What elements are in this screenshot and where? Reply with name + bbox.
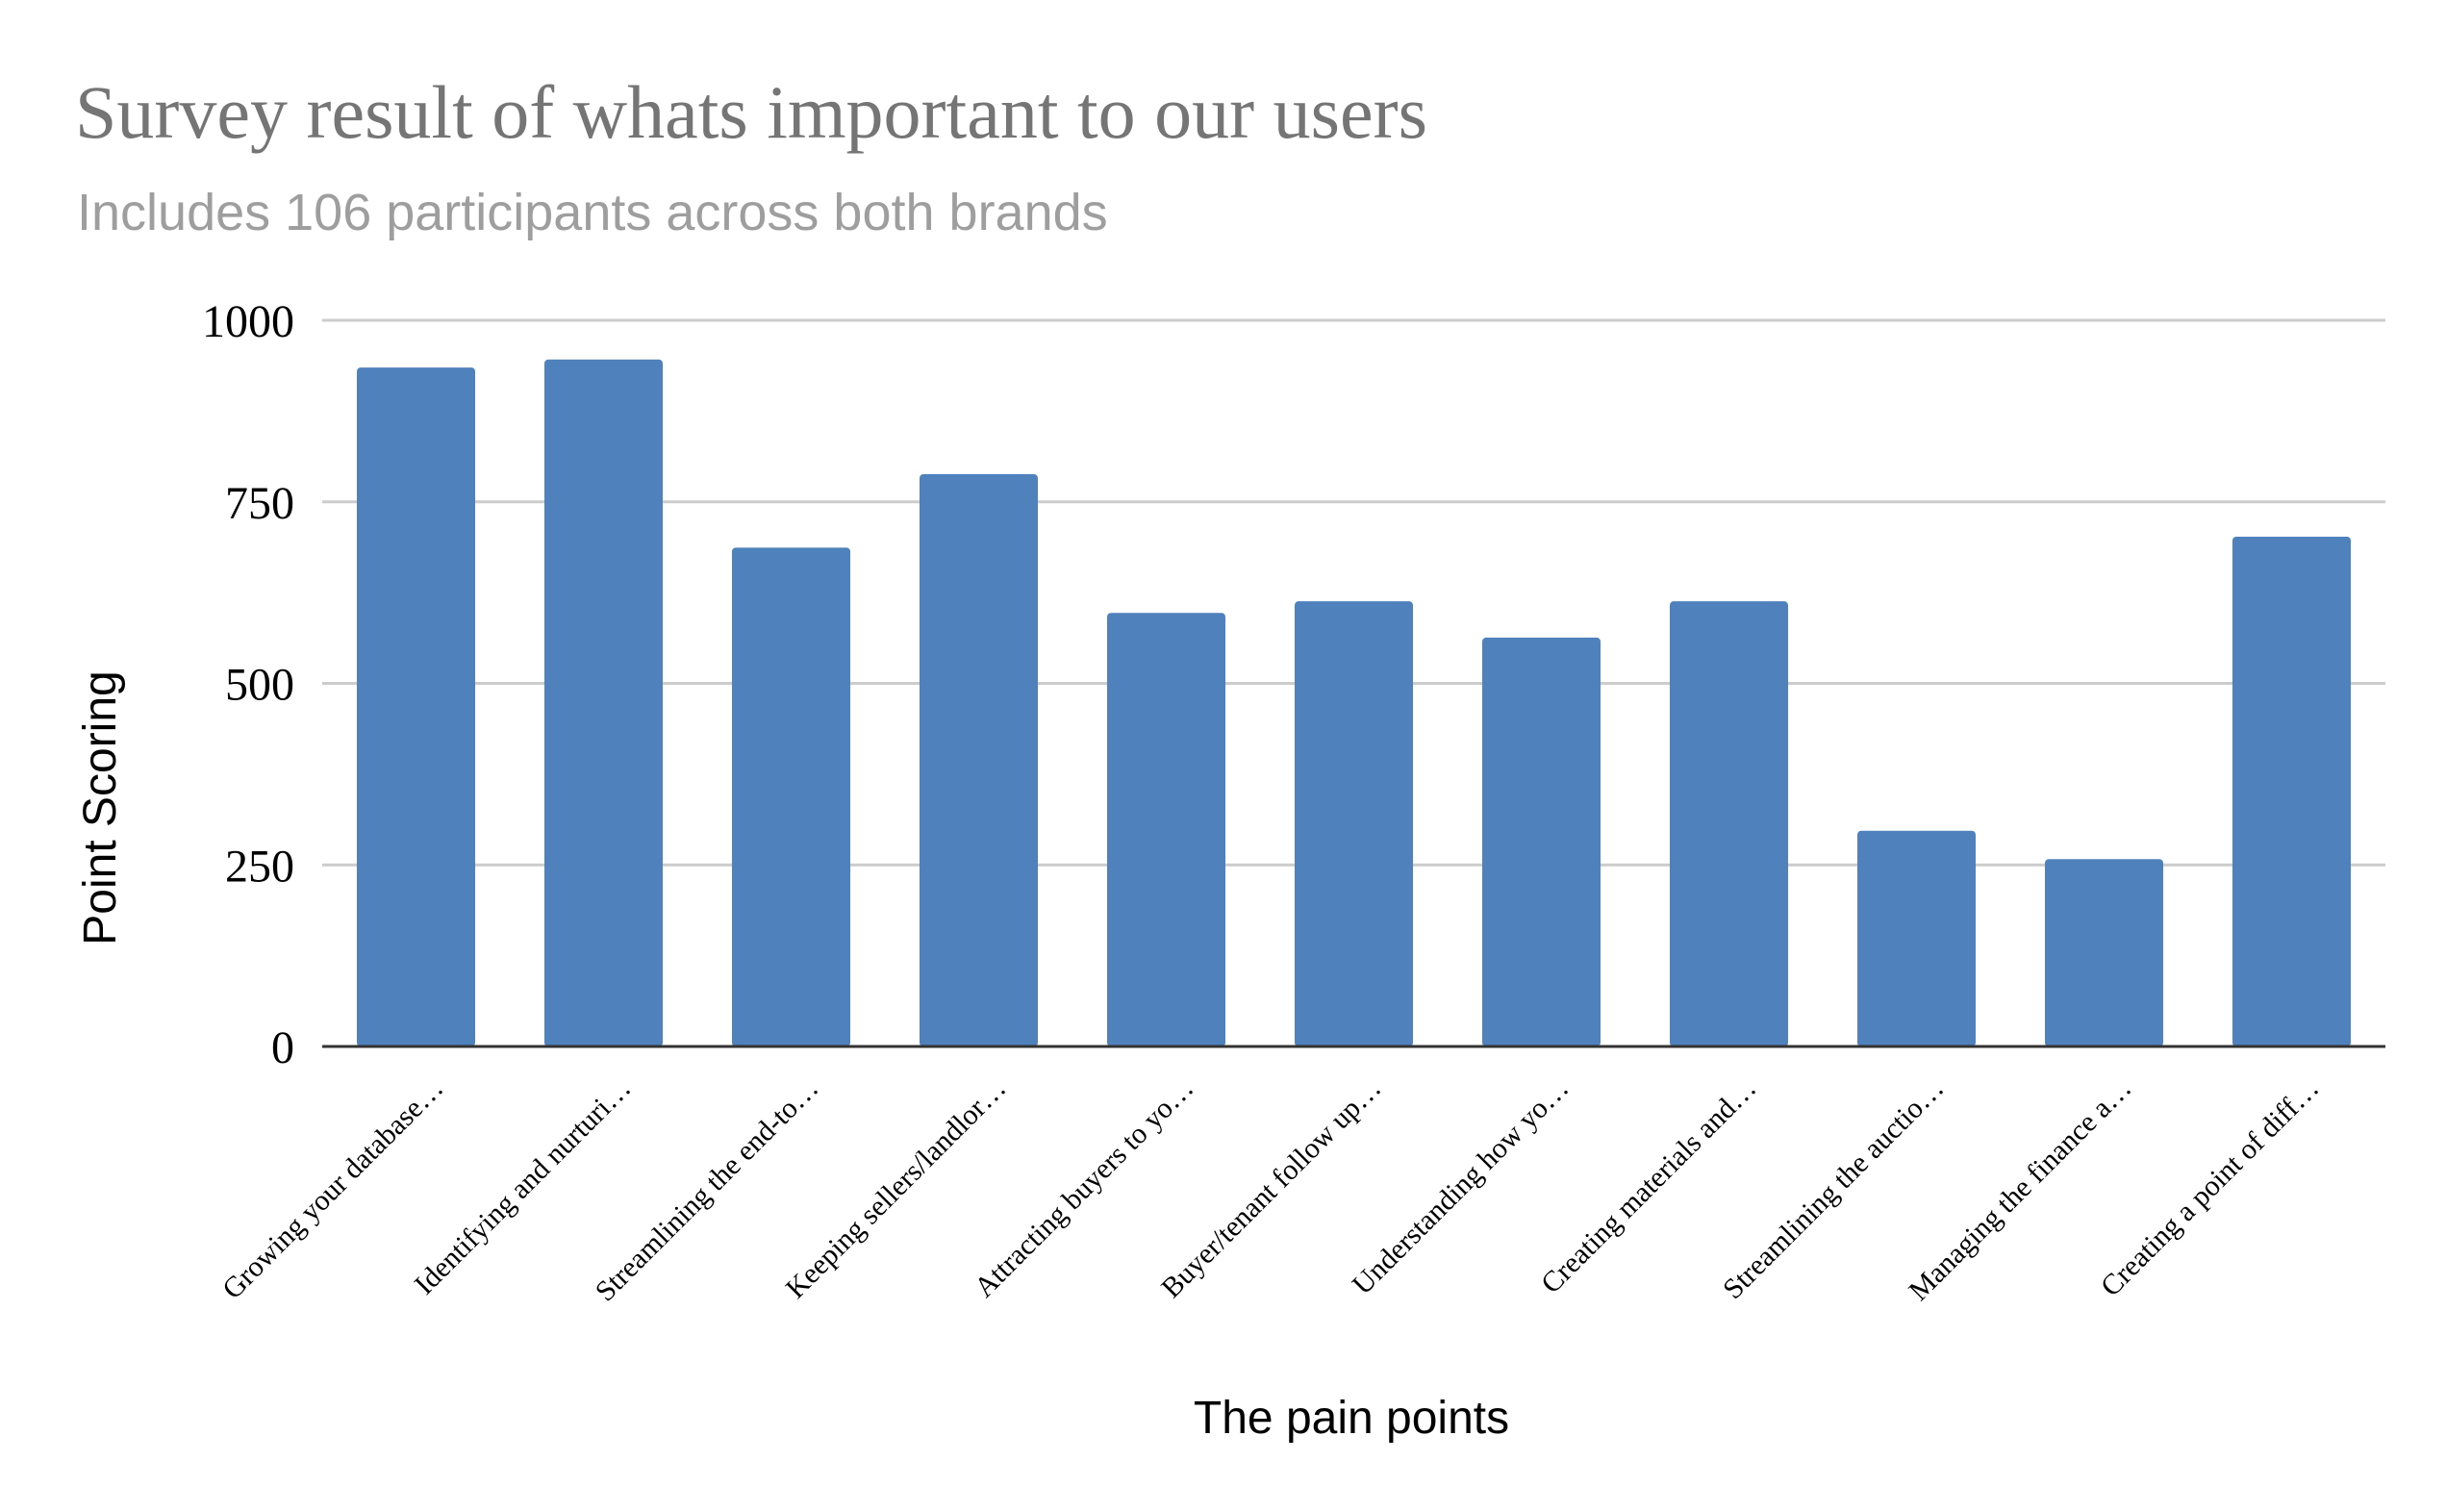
y-tick-label: 750 [225,478,294,529]
bar [920,474,1038,1046]
x-tick-label: Identifying and nurturi… [409,1072,638,1301]
y-tick-label: 1000 [202,296,294,347]
y-tick-label: 500 [225,660,294,711]
x-tick-label: Growing your database… [216,1072,449,1305]
x-tick-label: Streamlining the auctio… [1717,1072,1950,1305]
x-tick-label: Creating a point of diff… [2095,1072,2326,1303]
x-tick-label: Buyer/tenant follow up… [1155,1072,1387,1304]
y-tick-label: 250 [225,841,294,892]
bar [1857,830,1976,1046]
bar [544,359,663,1046]
chart-subtitle: Includes 106 participants across both br… [77,184,1108,241]
chart-title: Survey result of whats important to our … [75,70,1427,154]
bar [357,367,475,1046]
bar [732,547,850,1046]
x-tick-label: Attracting buyers to yo… [969,1072,1200,1304]
bar [1295,601,1413,1046]
x-tick-label: Keeping sellers/landlor… [780,1072,1013,1305]
bar [1670,601,1788,1046]
bar [2232,536,2351,1046]
x-tick-label: Creating materials and… [1535,1072,1763,1300]
bar [1482,637,1601,1046]
bar [1107,613,1225,1046]
y-axis-title: Point Scoring [75,670,126,945]
y-tick-label: 0 [271,1022,294,1073]
bar [2045,859,2163,1046]
x-axis-title: The pain points [1194,1393,1509,1444]
x-tick-label: Understanding how yo… [1347,1072,1576,1301]
